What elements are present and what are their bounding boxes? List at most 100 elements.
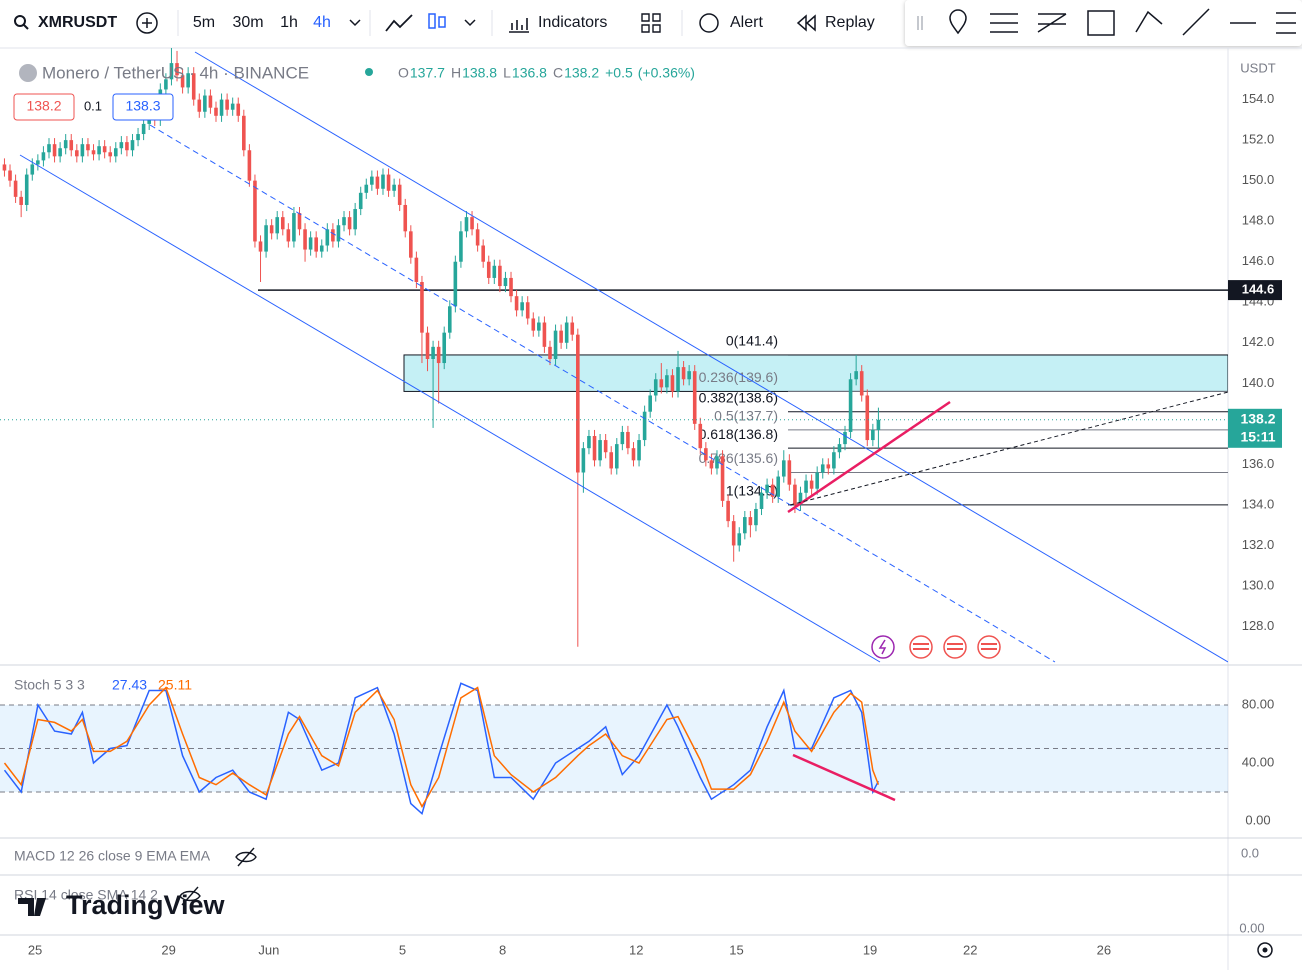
event-icon[interactable] [909,635,933,659]
candle-body [737,533,742,546]
buy-box[interactable] [112,93,174,121]
alert-icon [699,13,719,33]
watermark-logo [18,898,46,916]
interval-active[interactable]: 4h [313,14,331,31]
layouts-icon[interactable] [641,13,661,33]
interval[interactable]: 30m [232,14,263,31]
line-tool[interactable] [1182,8,1210,36]
replay-icon [796,14,816,32]
event-icon[interactable] [977,635,1001,659]
y-tick-label: 140.0 [1242,375,1275,390]
x-tick-label: Jun [258,942,279,957]
macd-tick: 0.0 [1241,845,1259,860]
pin-tool[interactable] [949,9,967,35]
settings-icon[interactable] [1257,942,1273,958]
fib-label: 0.618(136.8) [699,426,778,442]
candle-body [186,73,190,88]
candle-body [765,484,769,493]
y-tick-label: 136.0 [1242,456,1275,471]
candle-body [47,144,51,153]
chart-type-candle[interactable] [428,13,436,29]
candle-body [52,144,57,157]
candle-body [509,277,513,297]
y-tick-label: 154.0 [1242,91,1275,106]
more-tool[interactable] [1276,12,1296,34]
stoch-tick-label: 0.00 [1245,812,1270,827]
stoch-k-value: 27.43 [112,677,147,693]
y-tick-label: 134.0 [1242,496,1275,511]
candle-body [726,500,730,522]
candle-body [347,217,352,230]
candle-body [447,306,452,333]
channel-tool[interactable] [1037,13,1067,33]
add-symbol[interactable] [136,12,158,34]
candle-body [436,346,441,364]
candle-body [169,63,174,80]
brush-tool[interactable] [1135,10,1163,33]
trend-line-dashed [789,391,1228,506]
hidden-icon[interactable] [179,886,201,906]
alert-button[interactable]: Alert [730,14,763,31]
event-icon[interactable] [943,635,967,659]
candle-body [392,184,396,191]
candle-body [19,196,23,205]
candle-body [637,440,641,461]
symbol[interactable]: XMRUSDT [38,14,117,31]
fib-label: 0(141.4) [726,333,778,349]
candle-body [754,508,758,526]
price-axis: 128.0130.0132.0134.0136.0138.0140.0142.0… [1228,91,1282,827]
candle-body [676,367,680,392]
hline-price-label: 144.6 [1242,282,1275,297]
candle-body [859,371,864,396]
candle-body [592,436,597,461]
candle-body [653,379,658,396]
fib-tool[interactable] [990,13,1018,33]
channel-middle [149,124,1056,663]
candle-body [80,144,85,157]
chart-type-line[interactable] [385,14,413,32]
candle-body [631,448,636,461]
interval[interactable]: 1h [280,14,298,31]
drawings [19,51,1228,663]
rect-tool[interactable] [1087,10,1115,36]
candle-body [353,209,357,230]
ohlc-value: 138.8 [462,65,497,81]
candle-body [303,229,307,250]
candle-body [41,152,46,161]
overlays-back: 0(141.4) 0.236(139.6) 0.382(138.6) 0.5(137.… [258,289,1228,506]
candle-body [197,99,202,112]
last-price-box [1228,408,1282,448]
countdown: 15:11 [1240,429,1275,445]
rsi-title: RSI 14 close SMA 14 2 [14,887,158,903]
interval-dropdown[interactable] [349,19,361,27]
candle-body [793,484,797,505]
candle-body [620,431,625,445]
candle-body [442,332,447,364]
replay-button[interactable]: Replay [825,14,875,31]
hidden-icon[interactable] [235,847,257,867]
candle-body [626,431,630,449]
candle-body [587,436,591,449]
currency[interactable]: USDT [1240,60,1275,75]
interval[interactable]: 5m [193,14,215,31]
x-tick-label: 29 [161,942,175,957]
search-icon[interactable] [14,15,26,27]
sell-box[interactable] [13,93,75,121]
indicators-button[interactable]: Indicators [538,14,607,31]
chart-type-dropdown[interactable] [464,19,476,27]
channel-upper [194,51,1228,663]
ohlc-legend: O 137.7 H 138.8 L 136.8 C 138.2 +0.5 (+0.36%) [398,65,695,81]
y-tick-label: 132.0 [1242,537,1275,552]
candle-body [776,476,781,497]
time-axis: 25 29 Jun 5 8 12 15 19 22 26 [28,942,1111,957]
candle-body [492,265,497,278]
candle-body [258,241,263,252]
candle-body [453,261,458,307]
candle-body [548,346,552,359]
candle-body [30,164,35,175]
x-tick-label: 12 [629,942,643,957]
candle-body [832,452,836,469]
y-tick-label: 130.0 [1242,577,1275,592]
candle-body [865,395,870,441]
event-icon[interactable] [871,635,895,659]
